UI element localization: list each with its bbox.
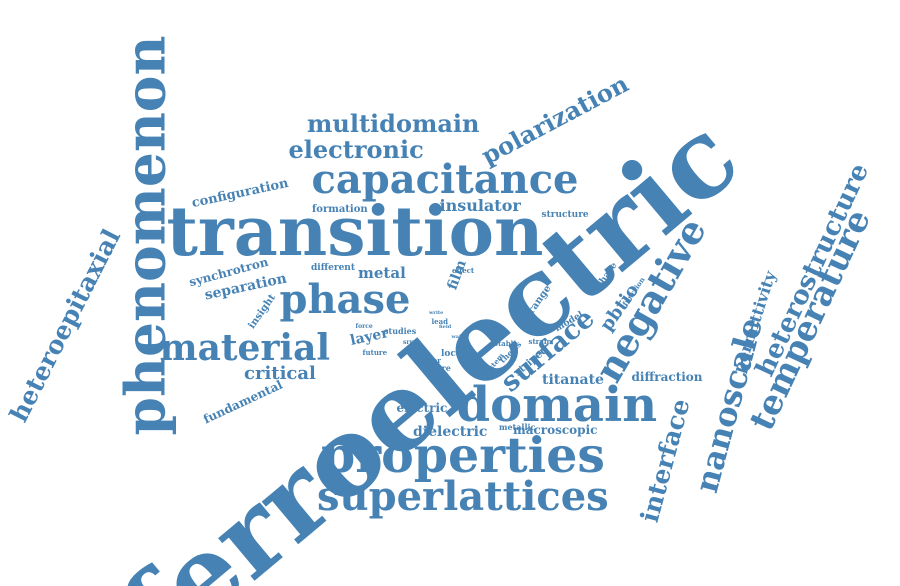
word-superlattices: superlattices [317,473,609,520]
word-order: order [419,355,441,365]
word-field: field [439,323,452,330]
word-effect: effect [452,265,475,275]
word-heteroepitaxial: heteroepitaxial [3,223,127,427]
word-structure: structure [541,209,589,220]
word-stable: stable [494,338,518,348]
word-studies: studies [384,326,417,336]
word-transition: transition [166,192,544,272]
word-phenomenon: phenomenon [112,35,178,435]
word-multidomain: multidomain [307,109,480,138]
word-formation: formation [312,204,368,215]
word-nature: nature [421,363,451,373]
word-local: local [441,348,466,359]
word-metal: metal [358,263,406,282]
word-future: future [362,347,388,357]
word-macroscopic: macroscopic [513,423,598,437]
word-phase: phase [279,276,411,323]
word-material: material [159,327,331,369]
word-electric: electric [396,401,448,415]
word-fundamental: fundamental [201,377,285,427]
word-write: write [429,309,444,316]
word-metallic: metallic [499,422,536,432]
word-wall: wall [451,333,463,340]
word-lead: lead [431,316,449,326]
word-insulator: insulator [439,196,521,215]
word-electronic: electronic [288,135,424,164]
word-different: different [311,262,355,273]
word-force: force [355,323,373,330]
word-insight: insight [245,292,278,332]
word-titanate: titanate [542,372,604,388]
word-properties: properties [321,425,606,484]
word-strain: strain [528,336,552,346]
word-diffraction: diffraction [631,370,703,384]
word-capacitance: capacitance [311,156,579,203]
word-dielectric: dielectric [413,424,488,440]
word-srruo: srruo [403,339,422,346]
word-critical: critical [244,363,316,384]
word-domain: domain [456,377,658,433]
